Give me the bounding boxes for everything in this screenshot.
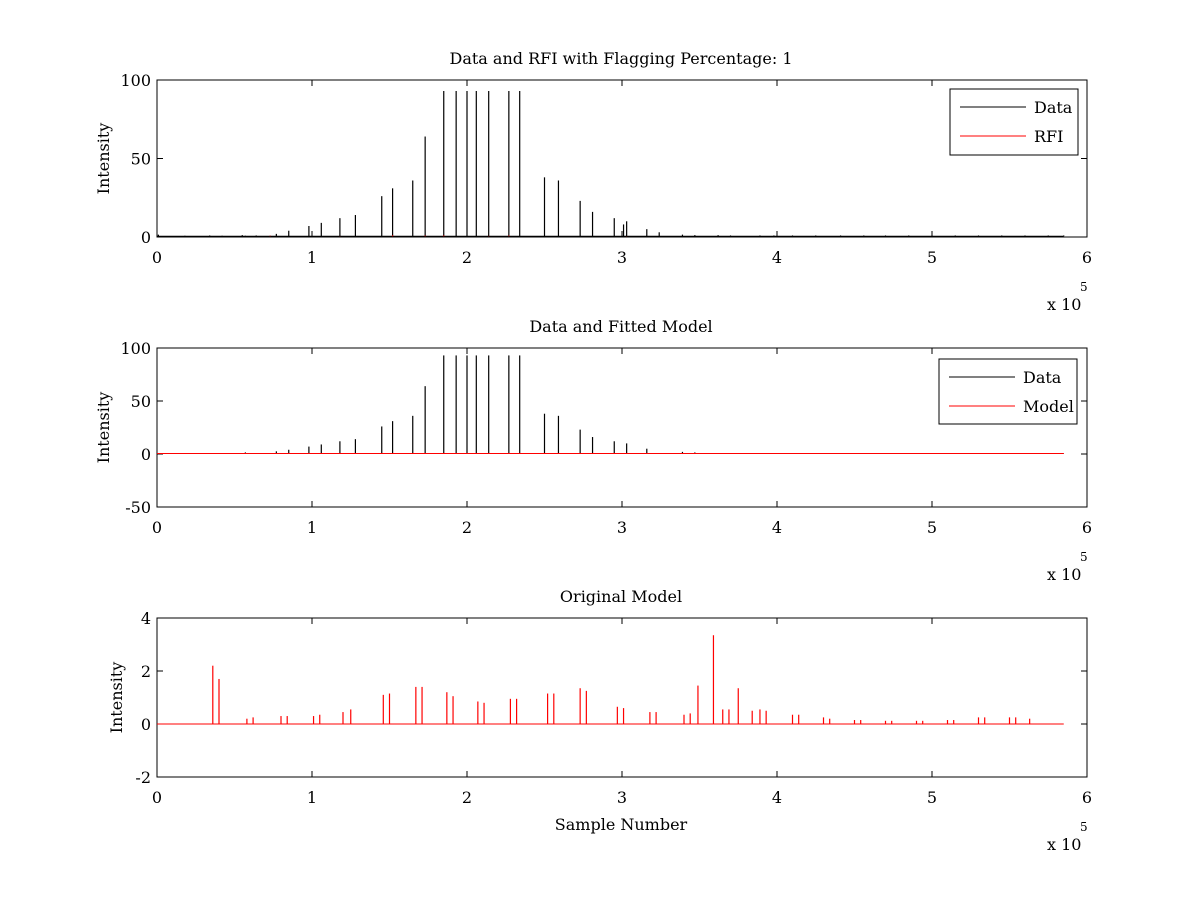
x-exponent-label: x 10 xyxy=(1047,835,1081,854)
x-tick-label: 3 xyxy=(617,518,627,537)
y-tick-label: 4 xyxy=(141,609,151,628)
y-axis-label: Intensity xyxy=(94,123,113,195)
x-tick-label: 1 xyxy=(307,788,317,807)
series-rfi xyxy=(269,235,628,237)
x-tick-label: 4 xyxy=(772,248,782,267)
x-exponent-label: x 10 xyxy=(1047,295,1081,314)
y-tick-label: 100 xyxy=(120,71,151,90)
x-exponent-power: 5 xyxy=(1080,280,1088,294)
axes-box xyxy=(156,79,1088,238)
y-tick-label: 2 xyxy=(141,662,151,681)
x-tick-label: 2 xyxy=(462,788,472,807)
x-tick-label: 3 xyxy=(617,788,627,807)
y-tick-label: 50 xyxy=(131,392,151,411)
x-tick-label: 3 xyxy=(617,248,627,267)
chart-title: Data and RFI with Flagging Percentage: 1 xyxy=(449,49,792,68)
x-tick-label: 0 xyxy=(152,788,162,807)
legend: Data Model xyxy=(938,358,1078,425)
y-axis-label: Intensity xyxy=(107,662,126,734)
x-tick-label: 5 xyxy=(927,248,937,267)
x-tick-label: 0 xyxy=(152,248,162,267)
legend-box xyxy=(938,358,1078,425)
legend-label: RFI xyxy=(1034,127,1063,146)
x-tick-label: 0 xyxy=(152,518,162,537)
x-tick-label: 6 xyxy=(1082,788,1092,807)
y-tick-label: 50 xyxy=(131,150,151,169)
x-tick-label: 2 xyxy=(462,518,472,537)
y-tick-label: 100 xyxy=(120,339,151,358)
x-tick-label: 2 xyxy=(462,248,472,267)
series-original-model xyxy=(157,635,1064,725)
x-tick-label: 4 xyxy=(772,788,782,807)
x-tick-label: 6 xyxy=(1082,518,1092,537)
chart-title: Original Model xyxy=(560,587,682,606)
x-exponent-power: 5 xyxy=(1080,550,1088,564)
legend-label: Model xyxy=(1023,397,1074,416)
legend-label: Data xyxy=(1034,98,1073,117)
series-data xyxy=(157,90,1065,237)
legend-box xyxy=(949,88,1079,156)
x-tick-label: 1 xyxy=(307,248,317,267)
axes-box xyxy=(156,347,1088,508)
y-axis-label: Intensity xyxy=(94,392,113,464)
x-tick-label: 6 xyxy=(1082,248,1092,267)
y-tick-label: 0 xyxy=(141,715,151,734)
y-tick-label: 0 xyxy=(141,228,151,247)
x-tick-label: 5 xyxy=(927,788,937,807)
x-exponent-power: 5 xyxy=(1080,820,1088,834)
legend: Data RFI xyxy=(949,88,1079,156)
y-tick-label: -50 xyxy=(125,498,151,517)
x-axis-label: Sample Number xyxy=(555,815,688,834)
x-tick-label: 1 xyxy=(307,518,317,537)
chart-title: Data and Fitted Model xyxy=(529,317,712,336)
legend-label: Data xyxy=(1023,368,1062,387)
y-tick-label: 0 xyxy=(141,445,151,464)
axes-box xyxy=(156,617,1088,778)
x-exponent-label: x 10 xyxy=(1047,565,1081,584)
x-tick-label: 5 xyxy=(927,518,937,537)
x-tick-label: 4 xyxy=(772,518,782,537)
y-tick-label: -2 xyxy=(135,768,151,787)
